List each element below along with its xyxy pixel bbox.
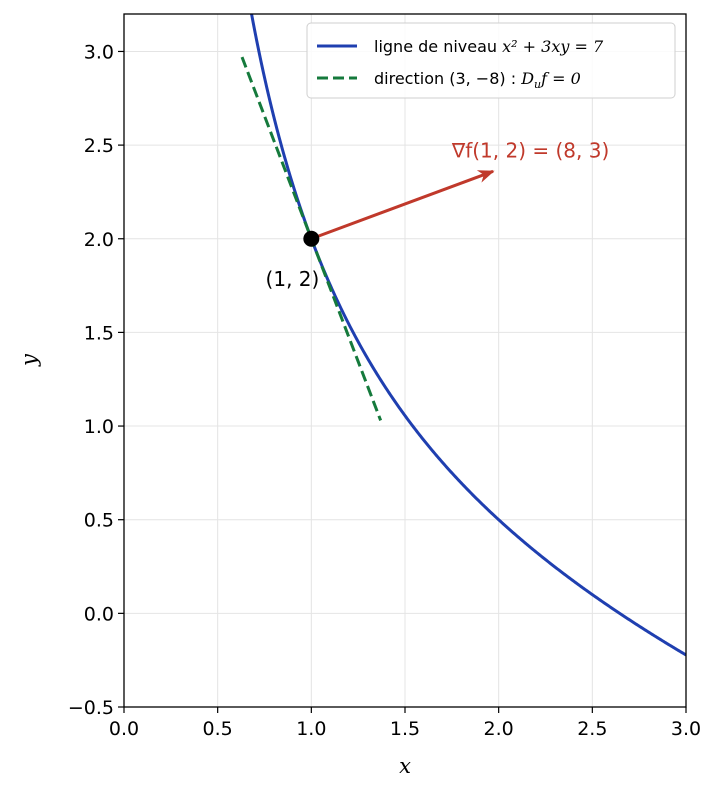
y-axis-label: y — [17, 353, 41, 367]
y-tick-label: 1.0 — [84, 416, 114, 438]
x-tick-label: 0.5 — [203, 718, 233, 740]
x-tick-label: 3.0 — [671, 718, 701, 740]
y-tick-label: 1.5 — [84, 322, 114, 344]
x-tick-label: 2.0 — [484, 718, 514, 740]
point-label: (1, 2) — [266, 267, 320, 291]
gradient-arrow — [310, 169, 495, 241]
point-marker — [303, 230, 320, 247]
x-tick-label: 1.0 — [296, 718, 326, 740]
y-tick-label: 0.0 — [84, 603, 114, 625]
legend: ligne de niveau x² + 3xy = 7 direction (… — [306, 22, 676, 99]
y-tick-label: 3.0 — [84, 41, 114, 63]
x-tick-label: 2.5 — [577, 718, 607, 740]
x-axis: 0.0 0.5 1.0 1.5 2.0 2.5 3.0 — [109, 707, 701, 740]
y-tick-label: 2.5 — [84, 135, 114, 157]
legend-box — [306, 22, 676, 99]
gradient-label: ∇f(1, 2) = (8, 3) — [451, 139, 609, 163]
x-tick-label: 0.0 — [109, 718, 139, 740]
x-axis-label: x — [399, 754, 411, 778]
y-axis: −0.5 0.0 0.5 1.0 1.5 2.0 2.5 3.0 — [68, 41, 124, 719]
legend-entry-direction: direction (3, −8) : Duf = 0 — [374, 69, 581, 91]
x-tick-label: 1.5 — [390, 718, 420, 740]
y-tick-label: 0.5 — [84, 510, 114, 532]
y-tick-label: 2.0 — [84, 229, 114, 251]
y-tick-label: −0.5 — [68, 697, 114, 719]
grid — [123, 14, 687, 708]
legend-entry-level-curve: ligne de niveau x² + 3xy = 7 — [374, 37, 604, 56]
